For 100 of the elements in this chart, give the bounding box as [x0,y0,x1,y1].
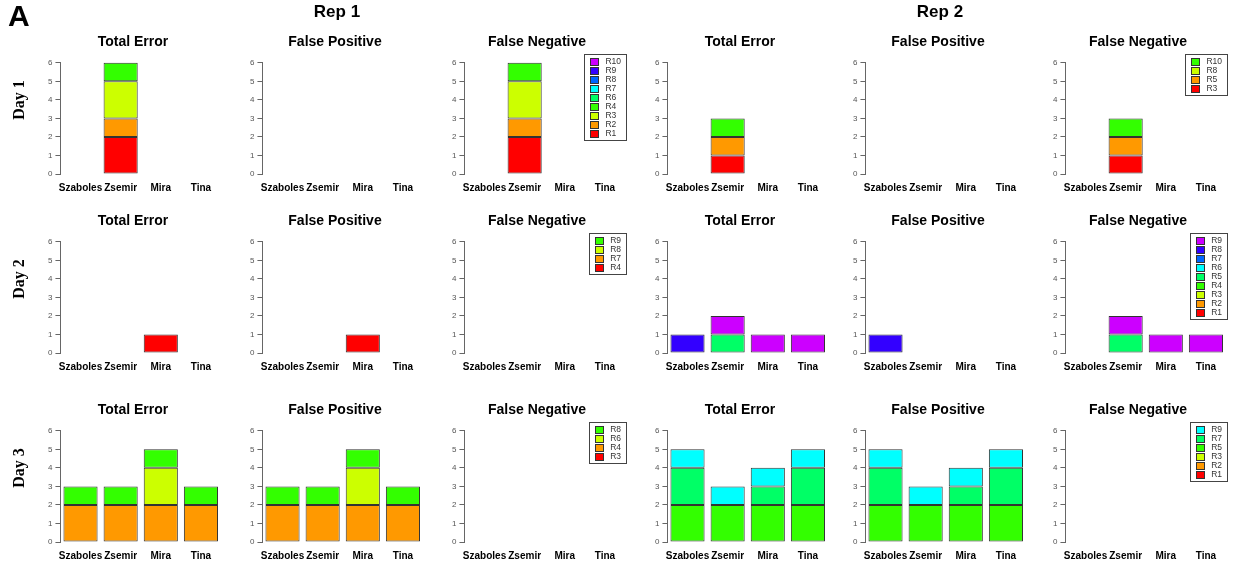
legend-label: R4 [610,262,621,272]
y-tick-label: 6 [48,237,53,246]
y-tick-label: 5 [655,255,660,265]
y-tick-label: 0 [1053,348,1058,358]
legend-label: R10 [1206,56,1222,66]
x-tick-label: Szaboles [665,549,710,561]
chart-title: False Negative [1088,212,1188,229]
y-tick-label: 5 [1053,255,1058,265]
x-tick-label: Mira [554,181,576,193]
x-tick-label: Zsemir [306,181,340,193]
x-tick-label: Szaboles [665,360,710,372]
y-tick-label: 4 [452,95,457,105]
legend-label: R1 [1211,469,1222,479]
legend-label: R3 [1211,289,1222,299]
x-tick-label: Zsemir [104,549,138,561]
x-tick-label: Tina [995,360,1017,372]
y-tick-label: 5 [853,444,858,454]
x-tick-label: Mira [955,181,977,193]
x-tick-label: Szaboles [58,181,103,193]
legend-label: R2 [605,119,617,129]
text: Rep 2 [915,2,965,22]
x-tick-label: Zsemir [1109,181,1143,193]
x-tick-label: Tina [1195,181,1217,193]
y-tick-label: 1 [452,150,457,160]
y-tick-label: 4 [1053,274,1058,284]
x-tick-label: Szaboles [863,360,908,372]
legend-label: R8 [610,424,621,434]
legend-label: R7 [1211,433,1222,443]
y-tick-label: 3 [452,481,457,491]
text: A [8,0,30,32]
legend-label: R8 [605,74,617,84]
y-tick-label: 2 [48,311,53,321]
y-tick-label: 5 [655,444,660,454]
y-tick-label: 3 [1053,481,1058,491]
x-tick-label: Tina [190,181,212,193]
y-tick-label: 0 [1053,537,1058,547]
legend-label: R1 [605,128,617,138]
x-tick-label: Zsemir [711,549,745,561]
x-tick-label: Zsemir [306,549,340,561]
y-tick-label: 5 [655,76,660,86]
chart-title: Total Error [97,33,169,50]
x-tick-label: Tina [1195,549,1217,561]
y-tick-label: 5 [452,76,457,86]
y-tick-label: 6 [1053,237,1058,246]
y-tick-label: 0 [853,348,858,358]
text: Rep 1 [312,2,362,22]
y-tick-label: 3 [48,113,53,123]
y-tick-label: 6 [1053,426,1058,435]
x-tick-label: Mira [1155,181,1177,193]
y-tick-label: 4 [250,95,255,105]
y-tick-label: 5 [250,76,255,86]
chart-title: False Negative [487,212,587,229]
legend-label: R7 [610,253,621,263]
y-tick-label: 4 [853,463,858,473]
y-tick-label: 5 [48,76,53,86]
y-tick-label: 1 [1053,150,1058,160]
y-tick-label: 2 [1053,500,1058,510]
text: Day 3 [10,447,29,490]
y-tick-label: 5 [48,255,53,265]
y-tick-label: 3 [853,292,858,302]
x-tick-label: Szaboles [1063,549,1108,561]
y-tick-label: 2 [452,132,457,142]
x-tick-label: Zsemir [711,181,745,193]
legend-label: R8 [1206,65,1218,75]
legend-label: R7 [605,83,617,93]
legend-label: R4 [610,442,621,452]
y-tick-label: 2 [48,132,53,142]
y-tick-label: 1 [48,150,53,160]
y-tick-label: 2 [48,500,53,510]
y-tick-label: 6 [250,58,255,67]
y-tick-label: 4 [655,274,660,284]
y-tick-label: 4 [48,463,53,473]
legend-label: R9 [610,235,621,245]
x-tick-label: Tina [392,360,414,372]
y-tick-label: 1 [452,518,457,528]
chart-title: False Positive [288,33,382,50]
legend-label: R6 [610,433,621,443]
x-tick-label: Mira [150,360,172,372]
y-tick-label: 1 [452,329,457,339]
y-tick-label: 1 [655,150,660,160]
x-tick-label: Tina [797,549,819,561]
x-tick-label: Mira [352,360,374,372]
chart-title: Total Error [704,33,776,50]
x-tick-label: Tina [190,360,212,372]
x-tick-label: Zsemir [909,181,943,193]
legend-label: R4 [1211,280,1222,290]
x-tick-label: Szaboles [863,549,908,561]
x-tick-label: Tina [594,181,616,193]
chart-title: False Negative [1088,401,1188,418]
x-tick-label: Szaboles [1063,181,1108,193]
legend-label: R3 [1211,451,1222,461]
chart-title: False Negative [487,401,587,418]
y-tick-label: 3 [655,481,660,491]
y-tick-label: 1 [1053,329,1058,339]
x-tick-label: Mira [554,549,576,561]
legend-label: R2 [1211,460,1222,470]
y-tick-label: 2 [452,311,457,321]
chart-title: Total Error [97,401,169,418]
y-tick-label: 0 [853,537,858,547]
x-tick-label: Mira [554,360,576,372]
